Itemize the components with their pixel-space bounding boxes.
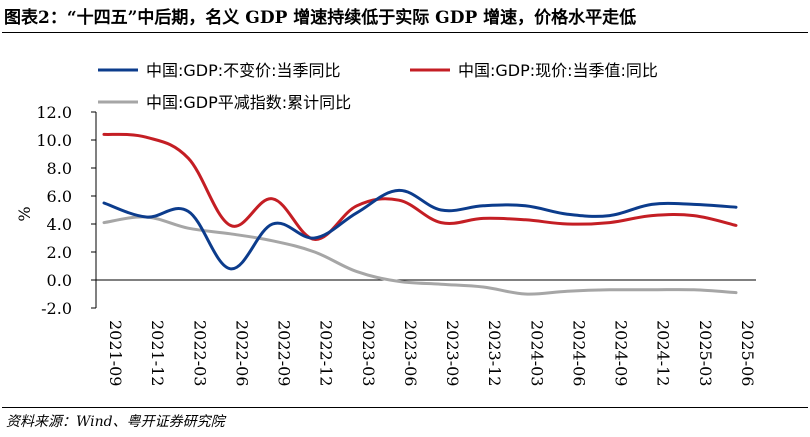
x-tick-label: 2025-03	[696, 320, 715, 386]
legend-entry: 中国:GDP:现价:当季值:同比	[458, 61, 658, 80]
y-tick-label: 10.0	[36, 131, 72, 150]
y-axis-label: %	[15, 206, 34, 221]
x-tick-label: 2024-09	[612, 320, 631, 386]
figure-title: 图表2：“十四五”中后期，名义 GDP 增速持续低于实际 GDP 增速，价格水平…	[4, 8, 637, 28]
source-rule	[2, 407, 808, 408]
y-tick-label: 4.0	[47, 215, 72, 234]
x-tick-label: 2022-03	[190, 320, 209, 386]
x-tick-label: 2021-09	[106, 320, 125, 386]
series-line	[102, 215, 738, 296]
y-tick-label: 0.0	[47, 271, 72, 290]
x-tick-label: 2023-03	[359, 320, 378, 386]
series-line	[102, 188, 738, 271]
series-line	[102, 132, 738, 241]
x-tick-label: 2024-03	[527, 320, 546, 386]
plot-area	[102, 132, 738, 296]
x-axis: 2021-09 2021-12 2022-03 2022-06 2022-09 2022-…	[96, 279, 757, 386]
y-tick-label: 6.0	[47, 187, 72, 206]
y-tick-label: 2.0	[47, 243, 72, 262]
legend-entry: 中国:GDP:不变价:当季同比	[146, 61, 341, 80]
x-tick-label: 2023-12	[485, 320, 504, 386]
x-tick-label: 2025-06	[738, 320, 757, 386]
y-tick-label: -2.0	[41, 299, 72, 318]
y-tick-label: 12.0	[36, 103, 72, 122]
legend-entry: 中国:GDP平减指数:累计同比	[146, 93, 351, 112]
x-tick-label: 2023-09	[443, 320, 462, 386]
y-tick-label: 8.0	[47, 159, 72, 178]
x-tick-label: 2021-12	[148, 320, 167, 386]
x-tick-label: 2022-09	[275, 320, 294, 386]
y-axis: 12.0 10.0 8.0 6.0 4.0 2.0 0.0 -2.0%	[15, 103, 97, 318]
x-tick-label: 2024-06	[569, 320, 588, 386]
title-rule	[2, 32, 808, 33]
x-tick-label: 2023-06	[401, 320, 420, 386]
source-note: 资料来源：Wind、粤开证券研究院	[6, 414, 225, 430]
legend: 中国:GDP:不变价:当季同比 中国:GDP:现价:当季值:同比中国:GDP平减指…	[98, 61, 658, 112]
x-tick-label: 2022-12	[317, 320, 336, 386]
x-tick-label: 2024-12	[654, 320, 673, 386]
x-tick-label: 2022-06	[232, 320, 251, 386]
